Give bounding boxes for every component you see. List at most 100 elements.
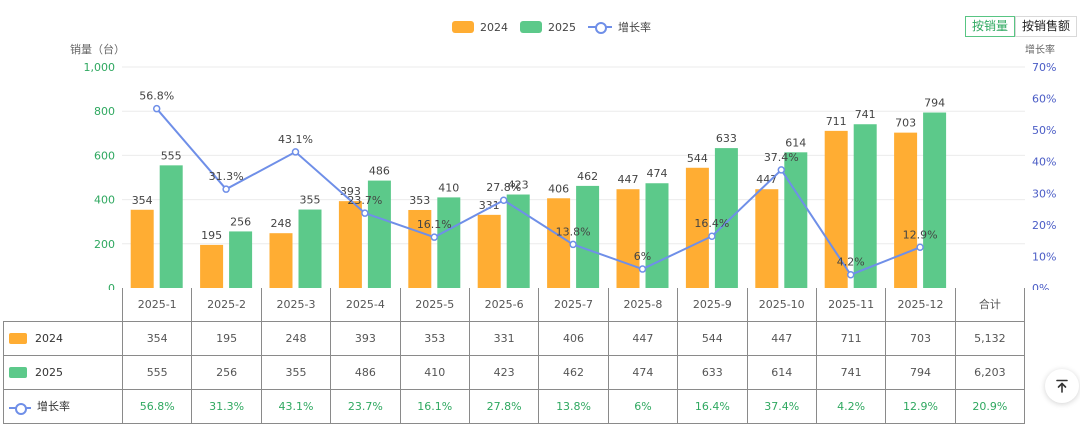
row-label-text: 增长率 [37,400,70,413]
bar-2024 [824,130,848,288]
bar-2024 [894,132,918,288]
table-cell: 741 [815,354,887,390]
bar-label-2024: 703 [895,117,916,130]
y-left-tick-label: 600 [94,149,115,162]
bar-label-2025: 410 [438,181,459,194]
x-axis-category-label: 2025-8 [607,288,679,322]
bar-2025 [923,112,947,288]
y-right-axis-title: 增长率 [1025,43,1055,56]
table-cell: 12.9% [885,388,956,424]
legend-item-growth[interactable]: 增长率 [588,19,651,35]
bar-2025 [576,185,600,288]
y-right-tick-label: 10% [1032,250,1056,263]
table-cell: 6% [607,388,679,424]
bar-2024 [130,209,154,288]
growth-point [499,196,508,204]
table-cell: 555 [121,354,193,390]
table-cell: 447 [746,320,817,356]
bar-2024 [477,214,501,288]
growth-label: 16.4% [694,217,729,230]
table-cell: 31.3% [191,388,262,424]
y-left-tick-label: 0 [108,282,115,290]
bar-label-2025: 486 [369,165,390,178]
x-axis-category-label: 2025-11 [815,288,887,322]
bar-2025 [229,231,253,288]
table-total-header: 合计 [954,288,1026,322]
table-row-2025: 2025 555 256 355 486 410 423 462 474 633 614 741 794… [3,354,1026,390]
growth-label: 4.2% [837,256,865,269]
x-axis-category-label: 2025-1 [121,288,193,322]
growth-label: 13.8% [556,225,591,238]
table-row-label: 2025 [3,354,123,390]
table-cell: 354 [121,320,193,356]
x-axis-category-label: 2025-4 [330,288,401,322]
legend-label-growth: 增长率 [618,21,651,34]
bar-label-2024: 248 [271,217,292,230]
bar-label-2025: 462 [577,170,598,183]
y-right-tick-label: 40% [1032,156,1056,169]
y-left-axis-title: 销量（台） [70,42,125,56]
bar-2025 [714,148,738,288]
bar-label-2025: 741 [855,108,876,121]
y-right-tick-label: 0% [1032,282,1049,290]
table-cell: 27.8% [468,388,540,424]
table-cell: 486 [330,354,401,390]
by-sales-button[interactable]: 按销售额 [1015,16,1078,37]
bar-2025 [298,209,322,288]
y-left-tick-label: 800 [94,105,115,118]
table-cell: 794 [885,354,956,390]
y-left-tick-label: 1,000 [84,61,116,74]
bar-2025 [159,165,183,288]
table-cell: 16.4% [677,388,748,424]
growth-point [361,209,369,217]
growth-point [291,148,300,156]
growth-label: 6% [634,250,651,263]
x-axis-category-label: 2025-10 [746,288,817,322]
table-cell: 410 [399,354,470,390]
table-cell: 393 [330,320,401,356]
by-volume-button[interactable]: 按销量 [965,16,1016,37]
y-right-tick-label: 70% [1032,61,1056,74]
arrow-up-to-top-icon [1056,379,1068,393]
bar-label-2024: 406 [548,182,569,195]
growth-point [708,232,716,240]
table-cell: 544 [677,320,748,356]
table-cell: 474 [607,354,679,390]
bar-label-2024: 544 [687,152,708,165]
legend-swatch-2025 [520,21,542,33]
legend-line-icon [588,21,612,34]
growth-label: 31.3% [209,170,244,183]
bar-label-2025: 614 [785,136,806,149]
table-cell: 13.8% [538,388,609,424]
x-axis-category-label: 2025-7 [538,288,609,322]
legend-item-2025[interactable]: 2025 [520,21,576,34]
bar-label-2024: 447 [756,173,777,186]
bar-label-2025: 633 [716,132,737,145]
bar-label-2024: 331 [479,199,500,212]
growth-label: 43.1% [278,133,313,146]
growth-label: 37.4% [764,151,799,164]
growth-line [155,108,921,276]
table-corner-cell [4,288,123,321]
bar-label-2025: 555 [161,149,182,162]
growth-line-icon [9,402,31,415]
bar-label-2024: 353 [409,194,430,207]
bar-2025 [645,183,669,288]
table-cell: 331 [468,320,540,356]
legend-item-2024[interactable]: 2024 [452,21,508,34]
growth-point [222,185,230,193]
table-cell: 614 [746,354,817,390]
x-axis-category-label: 2025-12 [885,288,956,322]
back-to-top-button[interactable] [1045,369,1079,403]
table-cell: 56.8% [121,388,193,424]
x-axis-category-label: 2025-3 [260,288,332,322]
growth-point [569,240,577,249]
table-row-label: 2024 [3,320,123,356]
line-layer: 56.8% 31.3% 43.1% 23.7% 16.1% 27.8% 13.8% 6% 16.… [139,90,938,279]
bar-2024 [200,244,224,288]
bar-2025 [437,197,461,288]
bar-label-2024: 354 [132,194,153,207]
growth-label: 12.9% [903,228,938,241]
table-total-cell: 5,132 [954,320,1026,356]
